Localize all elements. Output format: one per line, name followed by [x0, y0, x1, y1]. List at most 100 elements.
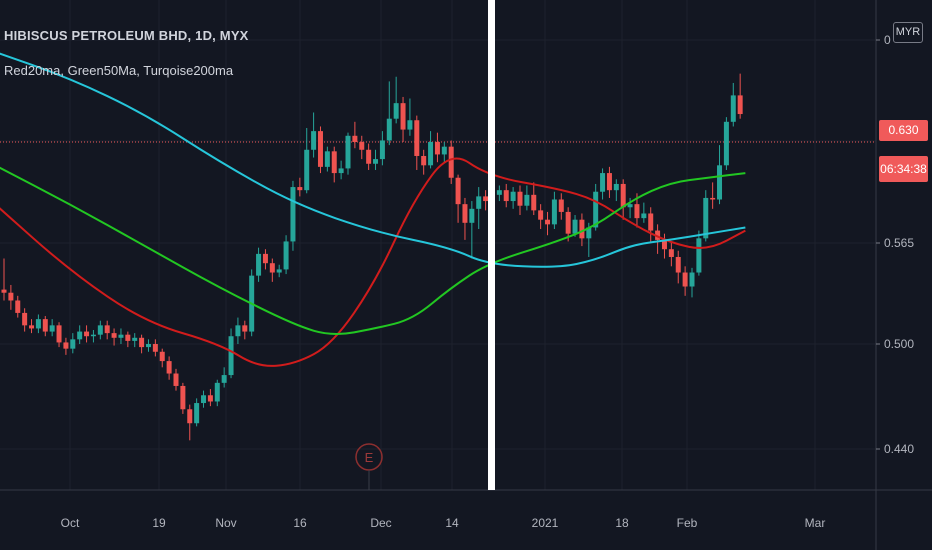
- last-price-badge: 0.630: [879, 120, 928, 141]
- x-tick-label: Feb: [677, 516, 698, 530]
- candle-down: [531, 194, 537, 211]
- candle-down: [682, 272, 688, 287]
- candle-up: [476, 196, 482, 209]
- candle-up: [703, 197, 709, 239]
- candle-down: [462, 204, 468, 223]
- y-tick-label: 0.565: [884, 236, 914, 250]
- candle-down: [448, 146, 454, 178]
- candle-up: [70, 339, 76, 349]
- x-tick-label: 14: [445, 516, 459, 530]
- red20ma-line: [0, 157, 746, 367]
- candle-up: [118, 334, 124, 338]
- candle-down: [180, 385, 186, 410]
- x-tick-label: Dec: [370, 516, 391, 530]
- candle-down: [606, 173, 612, 191]
- candle-up: [386, 118, 392, 141]
- x-tick-label: Oct: [61, 516, 80, 530]
- candle-down: [173, 373, 179, 386]
- candle-down: [317, 131, 323, 167]
- candle-down: [434, 142, 440, 155]
- currency-badge[interactable]: MYR: [893, 22, 923, 43]
- marker-vertical-line: [488, 0, 495, 490]
- candle-up: [627, 204, 633, 208]
- candle-down: [661, 239, 667, 250]
- candle-down: [42, 319, 48, 332]
- candle-down: [139, 337, 145, 348]
- candle-up: [221, 375, 227, 383]
- candle-up: [407, 120, 413, 130]
- candle-up: [730, 95, 736, 122]
- candle-down: [565, 211, 571, 234]
- candle-down: [675, 256, 681, 273]
- candle-up: [586, 227, 592, 239]
- candle-up: [214, 382, 220, 402]
- indicator-list: Red20ma, Green50Ma, Turqoise200ma: [4, 63, 234, 78]
- candle-down: [104, 325, 110, 334]
- candles-group: [1, 73, 743, 441]
- candle-up: [551, 199, 557, 225]
- candle-down: [710, 197, 716, 200]
- x-tick-label: Nov: [215, 516, 236, 530]
- candle-down: [29, 325, 35, 329]
- y-tick-label: 0.500: [884, 337, 914, 351]
- candle-down: [737, 95, 743, 115]
- candle-up: [428, 142, 434, 166]
- candle-down: [359, 142, 365, 150]
- candle-up: [201, 395, 207, 404]
- candle-up: [510, 191, 516, 202]
- candle-up: [593, 191, 599, 228]
- candle-up: [696, 238, 702, 273]
- candle-up: [228, 336, 234, 376]
- candle-up: [379, 140, 385, 160]
- x-tick-label: 16: [293, 516, 307, 530]
- candle-up: [441, 146, 447, 155]
- x-tick-label: 2021: [532, 516, 559, 530]
- candle-up: [97, 325, 103, 335]
- candle-down: [620, 183, 626, 208]
- candle-up: [613, 183, 619, 191]
- candle-down: [187, 409, 193, 424]
- candle-up: [283, 241, 289, 270]
- candle-down: [262, 253, 268, 264]
- candle-down: [421, 155, 427, 166]
- candle-down: [152, 343, 158, 352]
- candle-down: [56, 325, 62, 343]
- candle-up: [145, 343, 151, 348]
- candle-down: [84, 331, 90, 337]
- candle-down: [297, 187, 303, 191]
- candle-up: [35, 319, 41, 329]
- indicator-legend: Red20ma, Green50Ma, Turqoise200ma: [4, 63, 233, 78]
- candle-up: [77, 331, 83, 340]
- y-tick-label: 0.440: [884, 442, 914, 456]
- y-tick-label: 0: [884, 33, 891, 47]
- candle-down: [22, 312, 28, 326]
- candle-down: [483, 196, 489, 202]
- candle-up: [132, 337, 138, 341]
- candle-down: [242, 325, 248, 332]
- earnings-marker: E: [355, 443, 383, 471]
- candle-up: [572, 219, 578, 234]
- x-tick-label: 18: [615, 516, 629, 530]
- candle-down: [159, 351, 165, 362]
- candle-down: [111, 333, 117, 338]
- candle-down: [414, 120, 420, 156]
- candle-down: [352, 135, 358, 143]
- candle-up: [496, 190, 502, 195]
- candle-down: [125, 334, 131, 341]
- candle-up: [90, 334, 96, 337]
- candle-down: [207, 395, 213, 402]
- candle-up: [717, 165, 723, 200]
- candle-down: [455, 177, 461, 205]
- candle-up: [304, 149, 310, 191]
- candle-down: [545, 219, 551, 225]
- candle-down: [538, 210, 544, 220]
- candle-down: [166, 361, 172, 374]
- green50ma-line: [0, 166, 746, 335]
- candle-up: [235, 325, 241, 337]
- candle-down: [648, 213, 654, 231]
- candle-down: [400, 103, 406, 130]
- candle-up: [338, 168, 344, 174]
- candle-up: [194, 403, 200, 424]
- candle-up: [469, 208, 475, 223]
